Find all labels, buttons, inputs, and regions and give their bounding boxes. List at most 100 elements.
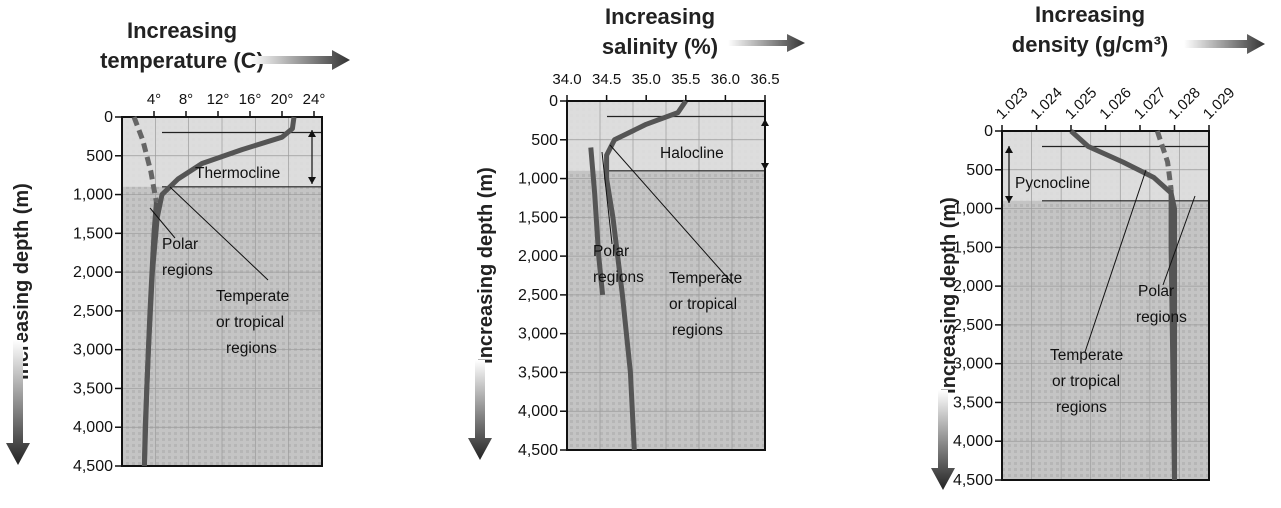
temperate-regions-label: Temperate (669, 270, 742, 287)
temperate-regions-label: Temperate (1050, 347, 1123, 364)
chart-title-line: density (g/cm³) (1012, 32, 1168, 57)
chart-title-line: temperature (C) (100, 48, 264, 73)
x-tick-label: 1.023 (993, 84, 1032, 123)
y-axis-label: Increasing depth (m) (938, 197, 960, 394)
layer-label: Halocline (660, 145, 724, 162)
series-temperate-line (141, 116, 297, 467)
x-tick-label: 1.024 (1027, 84, 1066, 123)
polar-leader-line (1162, 195, 1196, 286)
chart-3: 0 500 1,000 1,500 2,000 2,500 3,000 3,500 4,000 4… (931, 2, 1265, 490)
chart-title-line: Increasing (127, 18, 237, 43)
y-axis-label: Increasing depth (m) (475, 167, 497, 364)
y-tick-label: 1,500 (953, 239, 993, 256)
y-tick-label: 4,000 (953, 433, 993, 450)
y-axis-label: Increasing depth (m) (11, 183, 33, 380)
polar-regions-label: Polar (1138, 283, 1174, 300)
y-tick-label: 3,000 (518, 326, 558, 343)
x-tick-label: 12° (207, 91, 230, 108)
y-tick-label: 0 (549, 93, 558, 110)
x-tick-label: 34.5 (592, 71, 621, 88)
x-tick-label: 36.0 (711, 71, 740, 88)
temperate-leader-line (609, 144, 734, 285)
x-tick-label: 4° (147, 91, 161, 108)
y-tick-label: 1,000 (953, 201, 993, 218)
series-polar-dashed (131, 116, 159, 203)
increase-arrow-down-icon (468, 360, 492, 460)
x-tick-label: 34.0 (552, 71, 581, 88)
y-tick-label: 0 (104, 109, 113, 126)
x-tick-label: 1.027 (1131, 84, 1170, 123)
y-tick-label: 3,500 (73, 380, 113, 397)
y-tick-label: 4,000 (73, 419, 113, 436)
x-tick-label: 8° (179, 91, 193, 108)
chart-title-line: Increasing (1035, 2, 1145, 27)
y-tick-label: 3,500 (518, 364, 558, 381)
y-tick-label: 1,000 (518, 171, 558, 188)
polar-regions-label: Polar (593, 243, 629, 260)
layer-bracket-arrow-up-icon (308, 130, 316, 137)
layer-bracket-arrow-down-icon (761, 163, 769, 170)
y-tick-label: 500 (86, 148, 113, 165)
layer-bracket-arrow-up-icon (1005, 146, 1013, 153)
x-tick-label: 1.026 (1096, 84, 1135, 123)
chart-title-line: Increasing (605, 4, 715, 29)
x-tick-label: 36.5 (750, 71, 779, 88)
y-tick-label: 1,500 (518, 209, 558, 226)
temperate-regions-label: regions (226, 340, 277, 357)
y-tick-label: 500 (531, 132, 558, 149)
x-tick-label: 35.5 (671, 71, 700, 88)
plot-frame (121, 116, 323, 467)
y-tick-label: 2,000 (73, 264, 113, 281)
polar-leader-line (601, 151, 613, 245)
layer-bracket-arrow-up-icon (761, 119, 769, 126)
y-tick-label: 3,000 (73, 342, 113, 359)
temperate-leader-line (1084, 169, 1147, 353)
x-tick-label: 24° (303, 91, 326, 108)
layer-label: Pycnocline (1015, 175, 1090, 192)
y-tick-label: 4,500 (518, 442, 558, 459)
x-tick-label: 1.025 (1062, 84, 1101, 123)
y-tick-label: 4,500 (73, 458, 113, 475)
increase-arrow-right-icon (728, 34, 805, 52)
polar-regions-label: regions (162, 262, 213, 279)
y-tick-label: 2,500 (518, 287, 558, 304)
increase-arrow-right-icon (250, 50, 350, 70)
y-tick-label: 4,500 (953, 472, 993, 489)
chart-1: 0 500 1,000 1,500 2,000 2,500 3,000 3,500 4,000 4… (6, 18, 350, 475)
x-tick-label: 1.029 (1200, 84, 1239, 123)
y-tick-label: 1,000 (73, 187, 113, 204)
chart-title-line: salinity (%) (602, 34, 718, 59)
polar-leader-line (149, 207, 176, 239)
y-tick-label: 2,000 (953, 278, 993, 295)
layer-label: Thermocline (195, 165, 280, 182)
y-tick-label: 2,000 (518, 248, 558, 265)
surface-layer-band (1002, 131, 1209, 201)
x-tick-label: 20° (271, 91, 294, 108)
layer-bracket-arrow-down-icon (308, 177, 316, 184)
y-tick-label: 1,500 (73, 225, 113, 242)
increase-arrow-right-icon (1184, 34, 1265, 54)
temperate-regions-label: regions (1056, 399, 1107, 416)
y-tick-label: 500 (966, 162, 993, 179)
y-tick-label: 0 (984, 123, 993, 140)
y-tick-label: 3,000 (953, 356, 993, 373)
polar-regions-label: regions (1136, 309, 1187, 326)
temperate-leader-line (169, 186, 269, 281)
polar-regions-label: regions (593, 269, 644, 286)
increase-arrow-down-icon (931, 390, 955, 490)
temperate-regions-label: or tropical (216, 314, 284, 331)
x-tick-label: 16° (239, 91, 262, 108)
temperate-regions-label: or tropical (669, 296, 737, 313)
y-tick-label: 2,500 (953, 317, 993, 334)
y-tick-label: 4,000 (518, 403, 558, 420)
temperate-regions-label: Temperate (216, 288, 289, 305)
x-tick-label: 35.0 (632, 71, 661, 88)
series-temperate-line (1069, 129, 1177, 480)
chart-2: 0 500 1,000 1,500 2,000 2,500 3,000 3,500 4,000 4… (468, 4, 805, 460)
series-polar-line (588, 147, 606, 296)
plot-frame (566, 100, 766, 451)
layer-bracket-arrow-down-icon (1005, 196, 1013, 203)
y-tick-label: 3,500 (953, 394, 993, 411)
series-polar-dashed (1154, 130, 1174, 190)
y-tick-label: 2,500 (73, 303, 113, 320)
